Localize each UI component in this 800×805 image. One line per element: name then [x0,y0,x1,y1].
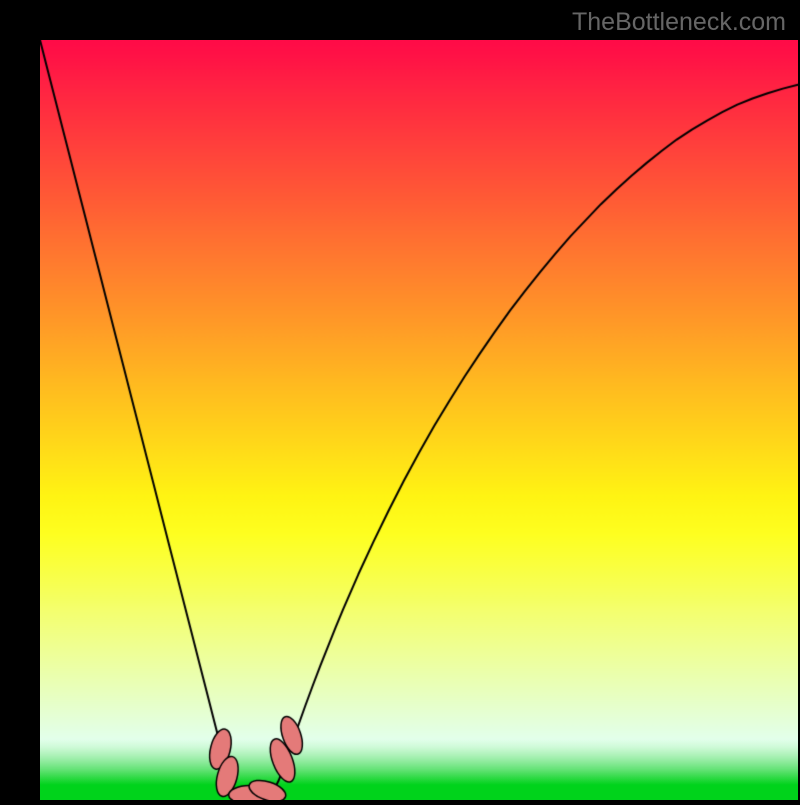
chart-canvas-wrap [40,40,798,805]
bottleneck-curve-chart [40,40,798,800]
watermark-text: TheBottleneck.com [572,8,786,37]
